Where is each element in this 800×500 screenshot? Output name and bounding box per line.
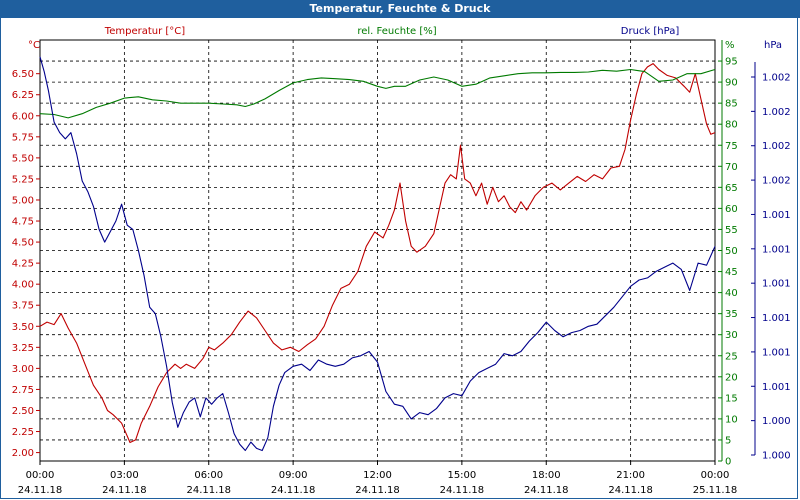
x-tick-date: 24.11.18 (355, 485, 400, 496)
hum-tick-label: 75 (725, 141, 738, 152)
press-tick-label: 1.001 (762, 244, 791, 255)
hum-tick-label: 5 (725, 435, 731, 446)
temp-tick-label: 6.00 (12, 111, 34, 122)
hum-tick-label: 20 (725, 372, 738, 383)
temp-tick-label: 2.50 (12, 406, 34, 417)
press-tick-label: 1.001 (762, 313, 791, 324)
press-tick-label: 1.002 (762, 176, 791, 187)
legend-entry: Druck [hPa] (621, 26, 680, 37)
temp-tick-label: 4.75 (12, 217, 34, 228)
temp-tick-label: 4.25 (12, 259, 34, 270)
hum-tick-label: 90 (725, 78, 738, 89)
press-tick-label: 1.001 (762, 382, 791, 393)
x-tick-time: 00:00 (701, 470, 730, 481)
press-tick-label: 1.000 (762, 416, 791, 427)
x-tick-time: 21:00 (616, 470, 645, 481)
press-tick-label: 1.001 (762, 210, 791, 221)
hum-tick-label: 95 (725, 57, 738, 68)
temp-tick-label: 5.50 (12, 153, 34, 164)
temp-tick-label: 2.00 (12, 448, 34, 459)
x-tick-date: 24.11.18 (608, 485, 653, 496)
hum-axis-unit: % (725, 40, 735, 51)
chart-title: Temperatur, Feuchte & Druck (0, 0, 800, 18)
humidity-line (39, 68, 716, 119)
press-tick-label: 1.002 (762, 73, 791, 84)
temp-tick-label: 3.50 (12, 322, 34, 333)
press-tick-label: 1.002 (762, 141, 791, 152)
x-tick-date: 25.11.18 (693, 485, 738, 496)
legend-entry: rel. Feuchte [%] (357, 26, 436, 37)
x-tick-date: 24.11.18 (440, 485, 485, 496)
temp-tick-label: 2.75 (12, 385, 34, 396)
hum-tick-label: 50 (725, 246, 738, 257)
x-tick-time: 15:00 (447, 470, 476, 481)
temp-tick-label: 5.25 (12, 174, 34, 185)
x-tick-time: 18:00 (532, 470, 561, 481)
x-tick-time: 12:00 (363, 470, 392, 481)
temp-tick-label: 4.00 (12, 280, 34, 291)
legend-headers: Temperatur [°C] rel. Feuchte [%] Druck [hP… (104, 26, 680, 37)
x-tick-time: 03:00 (110, 470, 139, 481)
x-tick-date: 24.11.18 (102, 485, 147, 496)
temp-tick-label: 6.25 (12, 90, 34, 101)
press-tick-label: 1.002 (762, 107, 791, 118)
grid-lines (40, 40, 715, 461)
x-tick-time: 00:00 (26, 470, 55, 481)
hum-tick-label: 45 (725, 267, 738, 278)
x-tick-time: 06:00 (194, 470, 223, 481)
x-tick-date: 24.11.18 (271, 485, 316, 496)
press-tick-label: 1.000 (762, 451, 791, 462)
temp-tick-label: 3.75 (12, 301, 34, 312)
hum-tick-label: 35 (725, 309, 738, 320)
temp-axis-unit: °C (28, 40, 40, 51)
hum-tick-label: 60 (725, 204, 738, 215)
hum-tick-label: 30 (725, 330, 738, 341)
hum-tick-label: 65 (725, 183, 738, 194)
temp-tick-label: 2.25 (12, 427, 34, 438)
temp-tick-label: 4.50 (12, 238, 34, 249)
pressure-line (39, 56, 716, 452)
hum-tick-label: 70 (725, 162, 738, 173)
x-tick-date: 24.11.18 (18, 485, 63, 496)
x-tick-date: 24.11.18 (524, 485, 569, 496)
series-lines (39, 56, 716, 452)
hum-tick-label: 0 (725, 457, 731, 468)
tick-labels: 2.00 2.25 2.50 2.75 3.00 3.25 3.50 3.75 4.00 4.25… (12, 40, 791, 496)
x-tick-time: 09:00 (279, 470, 308, 481)
temp-tick-label: 3.25 (12, 343, 34, 354)
hum-tick-label: 25 (725, 351, 738, 362)
chart-frame (0, 18, 798, 499)
temp-tick-label: 5.75 (12, 132, 34, 143)
axes (36, 39, 756, 465)
hum-tick-label: 15 (725, 393, 738, 404)
temp-tick-label: 5.00 (12, 195, 34, 206)
hum-tick-label: 10 (725, 414, 738, 425)
hum-tick-label: 85 (725, 99, 738, 110)
temperature-line (39, 63, 716, 444)
hum-tick-label: 40 (725, 288, 738, 299)
press-tick-label: 1.001 (762, 279, 791, 290)
press-tick-label: 1.001 (762, 347, 791, 358)
press-axis-unit: hPa (764, 40, 782, 51)
hum-tick-label: 55 (725, 225, 738, 236)
temp-tick-label: 3.00 (12, 364, 34, 375)
x-tick-date: 24.11.18 (186, 485, 231, 496)
hum-tick-label: 80 (725, 120, 738, 131)
temp-tick-label: 6.50 (12, 69, 34, 80)
legend-entry: Temperatur [°C] (104, 26, 185, 37)
